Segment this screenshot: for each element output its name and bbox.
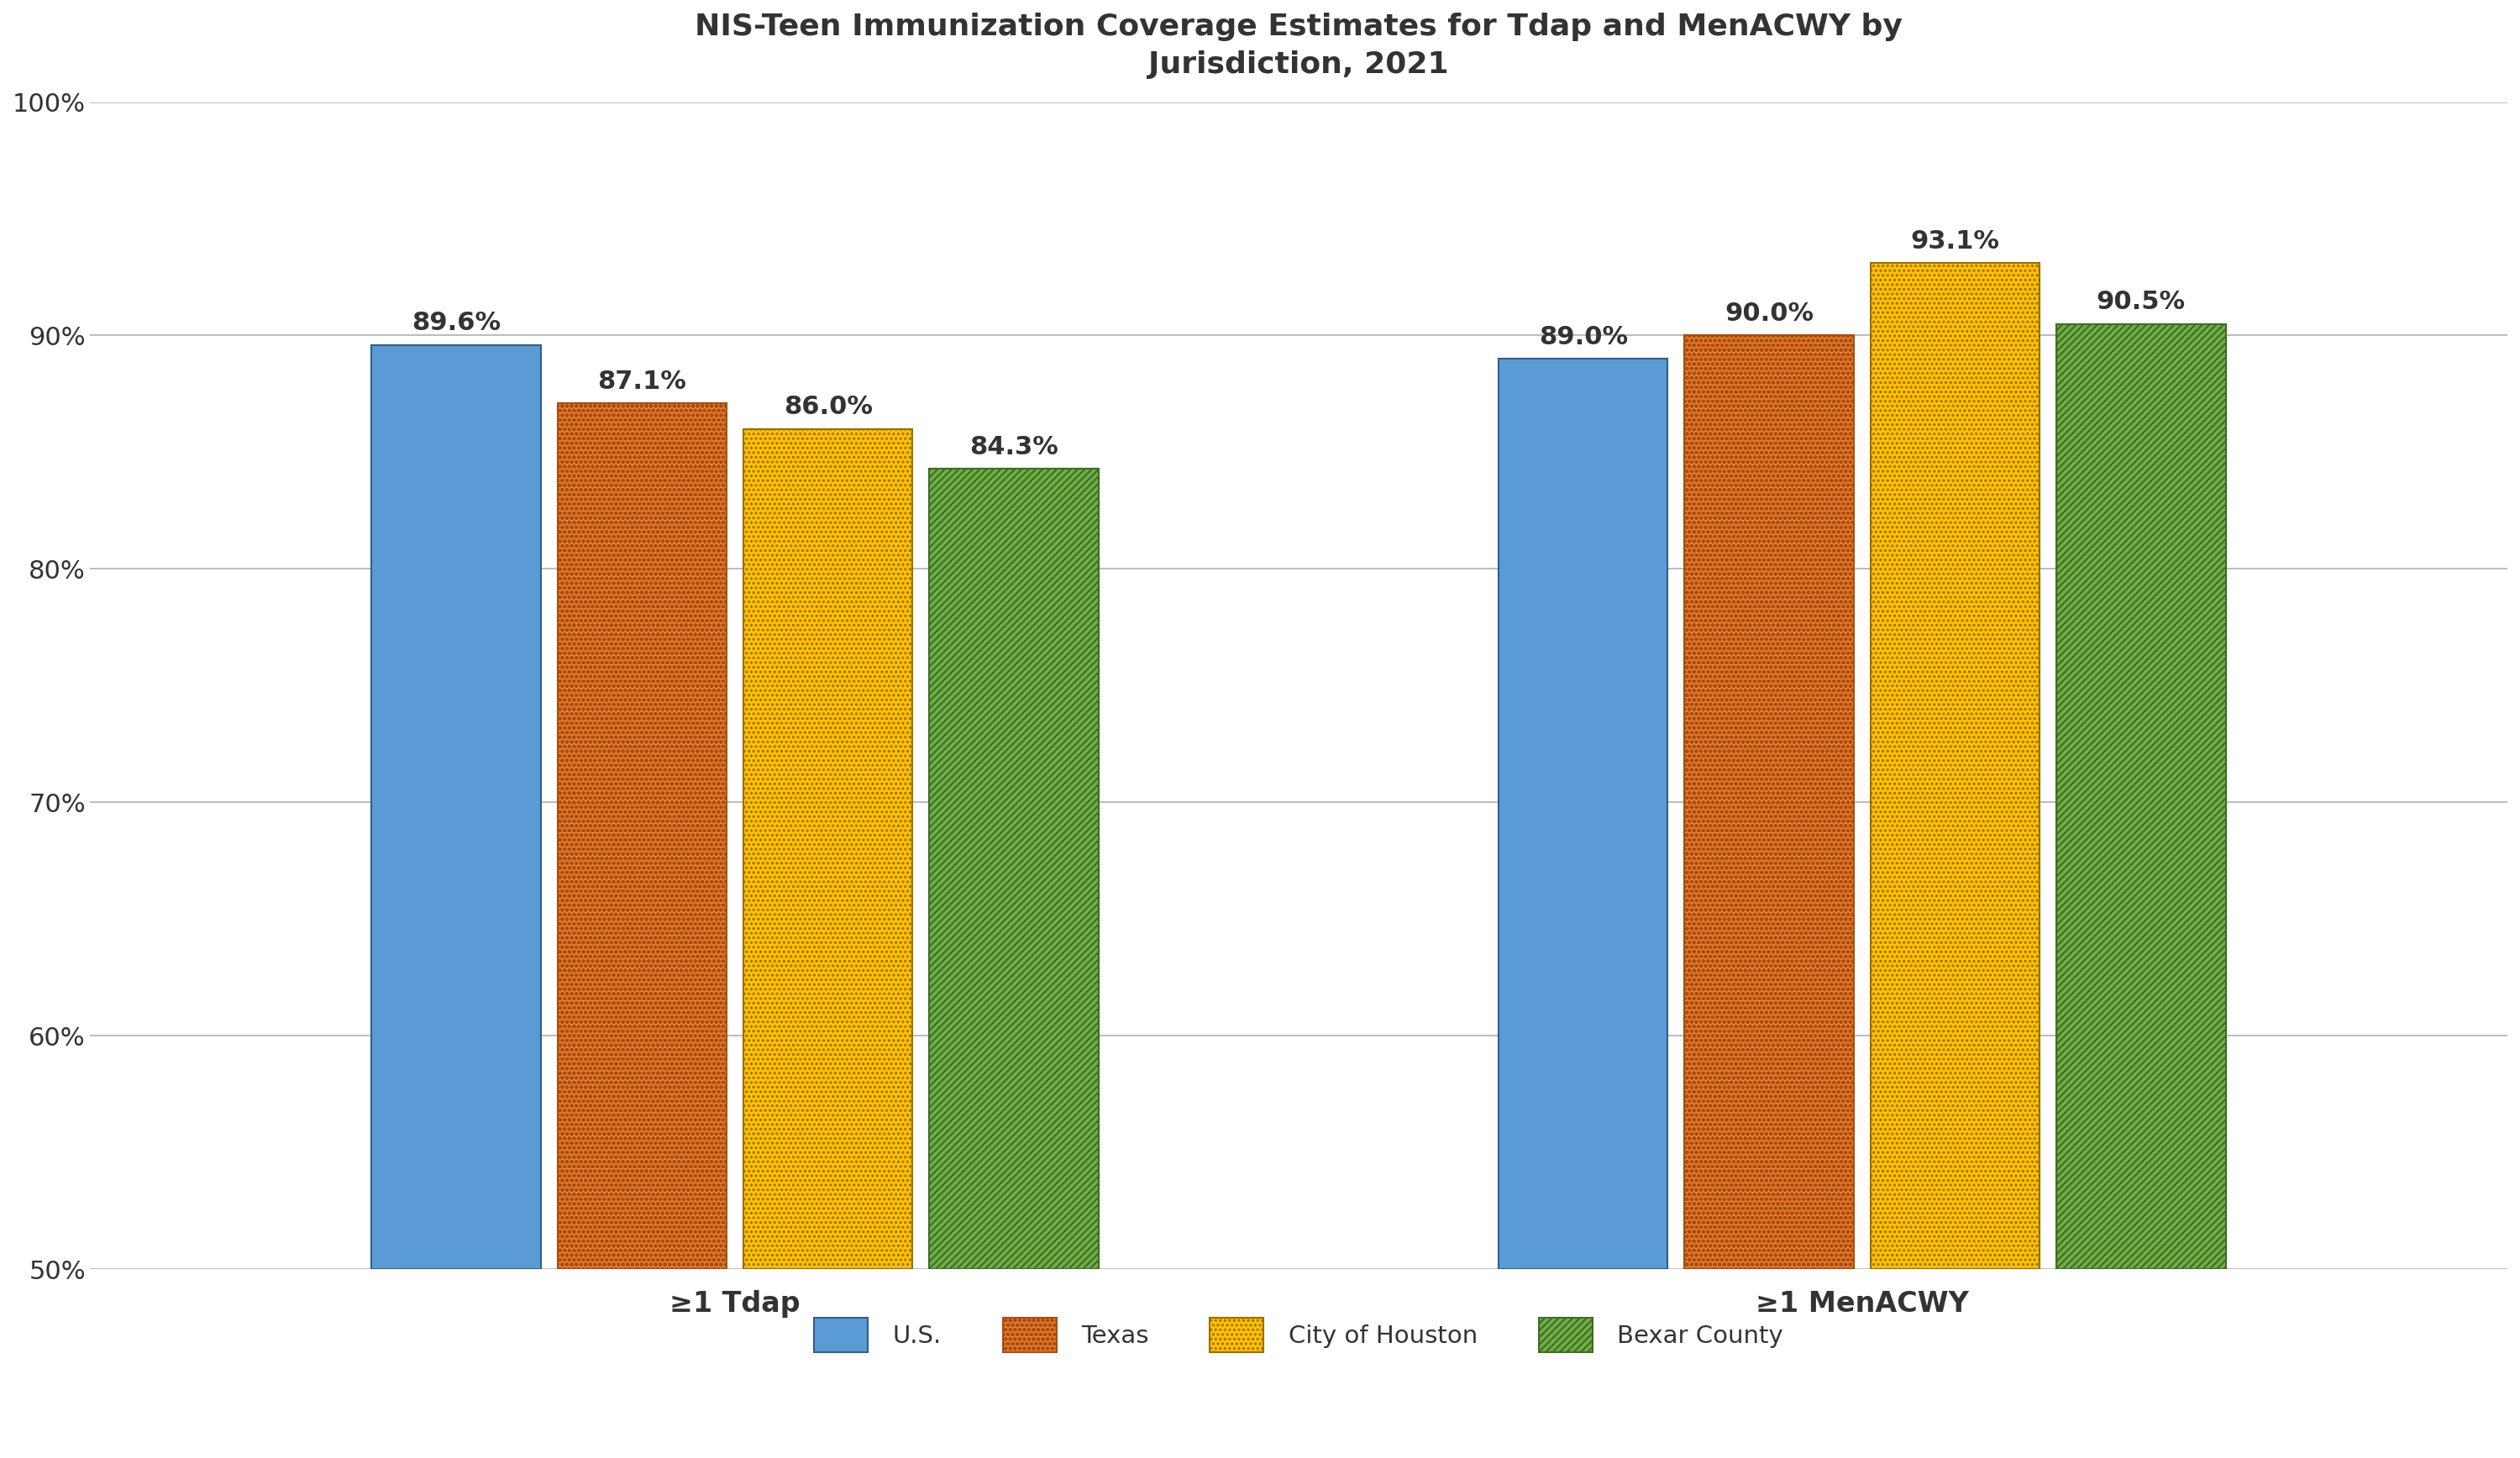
Text: 89.6%: 89.6% (411, 311, 501, 335)
Bar (743, 429, 912, 1268)
Bar (557, 404, 726, 1268)
Text: 90.5%: 90.5% (2097, 290, 2185, 315)
Text: 84.3%: 84.3% (970, 434, 1058, 459)
Bar (370, 344, 542, 1268)
Bar (2056, 324, 2225, 1268)
Text: 90.0%: 90.0% (1724, 302, 1814, 327)
Legend: U.S., Texas, City of Houston, Bexar County: U.S., Texas, City of Houston, Bexar Coun… (804, 1308, 1794, 1362)
Text: 93.1%: 93.1% (1910, 229, 2001, 254)
Text: 89.0%: 89.0% (1540, 325, 1628, 350)
Text: 87.1%: 87.1% (597, 369, 685, 394)
Title: NIS-Teen Immunization Coverage Estimates for Tdap and MenACWY by
Jurisdiction, 2: NIS-Teen Immunization Coverage Estimates… (696, 13, 1903, 79)
Bar (1499, 359, 1668, 1268)
Bar (1870, 262, 2039, 1268)
Bar (1683, 335, 1855, 1268)
Bar (930, 468, 1099, 1268)
Text: 86.0%: 86.0% (784, 395, 872, 420)
